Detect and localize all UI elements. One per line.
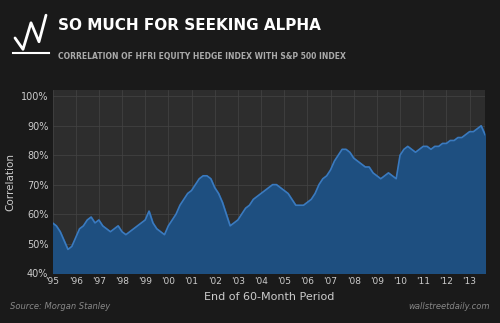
Text: SO MUCH FOR SEEKING ALPHA: SO MUCH FOR SEEKING ALPHA [58,17,320,33]
Text: Source: Morgan Stanley: Source: Morgan Stanley [10,302,110,311]
Text: wallstreetdaily.com: wallstreetdaily.com [408,302,490,311]
X-axis label: End of 60-Month Period: End of 60-Month Period [204,292,334,302]
Y-axis label: Correlation: Correlation [6,153,16,211]
Text: CORRELATION OF HFRI EQUITY HEDGE INDEX WITH S&P 500 INDEX: CORRELATION OF HFRI EQUITY HEDGE INDEX W… [58,52,346,61]
